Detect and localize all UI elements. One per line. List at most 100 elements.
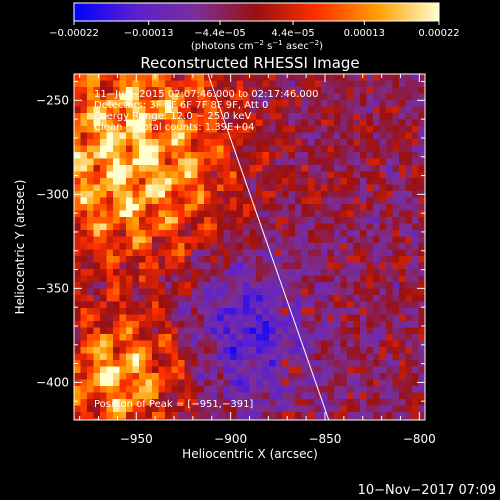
heatmap-cell: [347, 230, 355, 238]
heatmap-cell: [230, 145, 238, 153]
heatmap-cell: [74, 334, 82, 342]
heatmap-cell: [392, 119, 400, 127]
heatmap-cell: [132, 243, 140, 251]
heatmap-cell: [295, 373, 303, 381]
heatmap-cell: [301, 243, 309, 251]
heatmap-cell: [295, 119, 303, 127]
heatmap-cell: [412, 256, 420, 264]
heatmap-cell: [308, 80, 316, 88]
heatmap-cell: [204, 243, 212, 251]
heatmap-cell: [256, 243, 264, 251]
heatmap-cell: [87, 87, 95, 95]
heatmap-cell: [347, 301, 355, 309]
heatmap-cell: [230, 269, 238, 277]
heatmap-cell: [275, 412, 283, 420]
heatmap-cell: [360, 223, 368, 231]
heatmap-cell: [204, 74, 212, 82]
heatmap-cell: [314, 191, 322, 199]
heatmap-cell: [197, 321, 205, 329]
heatmap-cell: [314, 360, 322, 368]
heatmap-cell: [301, 366, 309, 374]
heatmap-cell: [113, 178, 121, 186]
heatmap-cell: [392, 152, 400, 160]
heatmap-cell: [204, 399, 212, 407]
heatmap-cell: [171, 399, 179, 407]
heatmap-cell: [197, 197, 205, 205]
heatmap-cell: [373, 301, 381, 309]
heatmap-cell: [249, 106, 257, 114]
heatmap-cell: [334, 100, 342, 108]
heatmap-cell: [236, 249, 244, 257]
heatmap-cell: [158, 106, 166, 114]
heatmap-cell: [353, 295, 361, 303]
heatmap-cell: [191, 340, 199, 348]
heatmap-cell: [191, 139, 199, 147]
heatmap-cell: [139, 126, 147, 134]
heatmap-cell: [412, 269, 420, 277]
heatmap-cell: [243, 262, 251, 270]
heatmap-cell: [210, 314, 218, 322]
heatmap-cell: [230, 113, 238, 121]
heatmap-cell: [308, 145, 316, 153]
heatmap-cell: [243, 405, 251, 413]
heatmap-cell: [269, 126, 277, 134]
heatmap-cell: [366, 366, 374, 374]
heatmap-cell: [418, 113, 425, 121]
heatmap-cell: [74, 113, 82, 121]
heatmap-cell: [80, 119, 88, 127]
heatmap-cell: [223, 366, 231, 374]
heatmap-cell: [295, 93, 303, 101]
heatmap-cell: [210, 295, 218, 303]
heatmap-cell: [217, 373, 225, 381]
heatmap-cell: [158, 314, 166, 322]
heatmap-cell: [158, 100, 166, 108]
heatmap-cell: [119, 340, 127, 348]
heatmap-cell: [236, 405, 244, 413]
heatmap-cell: [236, 178, 244, 186]
heatmap-cell: [249, 347, 257, 355]
heatmap-cell: [288, 295, 296, 303]
heatmap-cell: [308, 321, 316, 329]
heatmap-cell: [106, 204, 114, 212]
heatmap-cell: [321, 379, 329, 387]
heatmap-cell: [74, 132, 82, 140]
heatmap-cell: [295, 347, 303, 355]
heatmap-cell: [275, 126, 283, 134]
heatmap-cell: [106, 282, 114, 290]
heatmap-cell: [327, 165, 335, 173]
heatmap-cell: [158, 197, 166, 205]
heatmap-cell: [217, 197, 225, 205]
heatmap-cell: [360, 197, 368, 205]
heatmap-cell: [204, 412, 212, 420]
heatmap-cell: [204, 347, 212, 355]
heatmap-cell: [236, 152, 244, 160]
heatmap-cell: [262, 243, 270, 251]
heatmap-cell: [80, 171, 88, 179]
heatmap-cell: [295, 152, 303, 160]
heatmap-cell: [321, 275, 329, 283]
heatmap-cell: [236, 288, 244, 296]
heatmap-cell: [113, 126, 121, 134]
heatmap-cell: [379, 418, 387, 420]
heatmap-cell: [126, 301, 134, 309]
heatmap-cell: [412, 204, 420, 212]
heatmap-cell: [230, 80, 238, 88]
heatmap-cell: [210, 347, 218, 355]
heatmap-cell: [191, 126, 199, 134]
heatmap-cell: [106, 139, 114, 147]
heatmap-cell: [236, 236, 244, 244]
heatmap-cell: [87, 275, 95, 283]
heatmap-cell: [405, 275, 413, 283]
heatmap-cell: [249, 288, 257, 296]
heatmap-cell: [132, 347, 140, 355]
heatmap-cell: [347, 100, 355, 108]
heatmap-cell: [126, 87, 134, 95]
heatmap-cell: [275, 223, 283, 231]
heatmap-cell: [106, 223, 114, 231]
heatmap-cell: [93, 340, 101, 348]
heatmap-cell: [126, 126, 134, 134]
heatmap-cell: [100, 171, 108, 179]
heatmap-cell: [132, 295, 140, 303]
heatmap-cell: [366, 191, 374, 199]
heatmap-cell: [210, 113, 218, 121]
